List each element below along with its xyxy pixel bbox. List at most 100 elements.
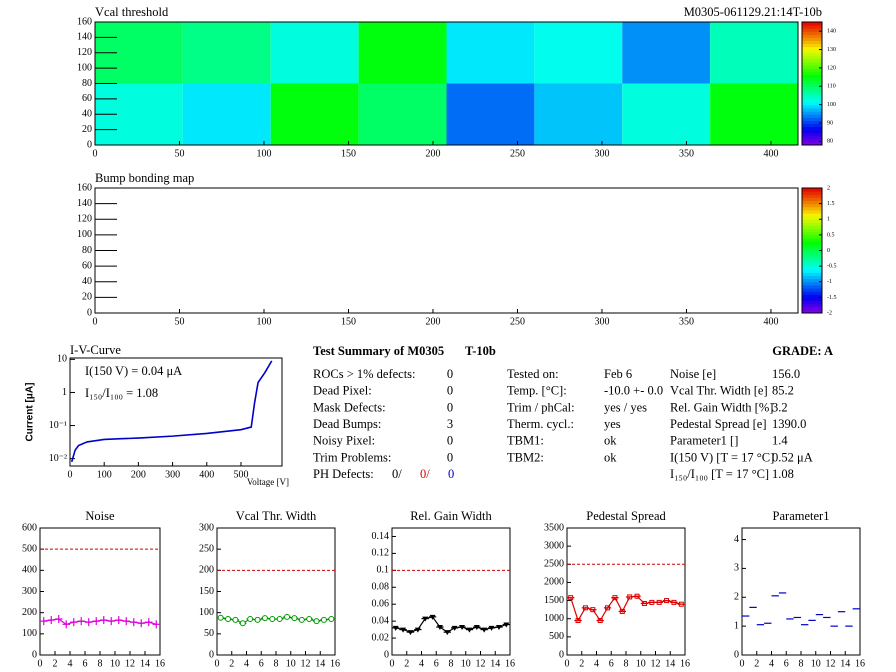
y-tick-label: 4 (734, 534, 739, 545)
y-tick-label: 1 (62, 387, 67, 398)
y-tick-label: 250 (199, 543, 214, 554)
summary-value: yes (604, 417, 621, 431)
summary-value: Feb 6 (604, 367, 632, 381)
summary-title: Test Summary of M0305 (313, 344, 444, 358)
x-tick-label: 400 (763, 148, 778, 159)
marker (328, 616, 335, 623)
marker (276, 616, 283, 623)
y-tick-label: 2 (734, 592, 739, 603)
x-tick-label: 2 (53, 658, 58, 669)
y-axis-label: Current [μA] (25, 383, 36, 442)
y-tick-label: 120 (77, 214, 92, 225)
colorbar-band (802, 138, 822, 143)
marker (284, 613, 291, 620)
colorbar-band (802, 65, 822, 69)
module-type: T-10b (465, 344, 496, 358)
colorbar-band (802, 37, 822, 41)
summary-label: I(150 V) [T = 17 °C] (670, 450, 774, 464)
x-tick-label: 4 (68, 658, 73, 669)
x-tick-label: 6 (83, 658, 88, 669)
y-tick-label: 50 (204, 628, 214, 639)
colorbar-band (802, 266, 822, 270)
colorbar-band (802, 281, 822, 286)
colorbar-band (802, 300, 822, 305)
colorbar-band (802, 263, 822, 267)
x-tick-label: 4 (594, 658, 599, 669)
y-tick-label: 120 (77, 47, 92, 58)
x-tick-label: 6 (784, 658, 789, 669)
summary-value: 0 (448, 467, 454, 481)
marker (320, 616, 327, 623)
colorbar-band (802, 256, 822, 261)
colorbar-label: 80 (827, 139, 833, 145)
marker (634, 593, 640, 599)
x-tick-label: 8 (98, 658, 103, 669)
marker (641, 600, 647, 606)
marker (590, 607, 596, 613)
colorbar-band (802, 83, 822, 88)
y-tick-label: 0.12 (372, 548, 390, 559)
x-tick-label: 400 (763, 316, 778, 327)
marker (313, 618, 320, 625)
heatmap-cell (622, 83, 711, 145)
summary-value: 0 (447, 434, 453, 448)
colorbar-band (802, 43, 822, 48)
summary-value: 3.2 (772, 400, 788, 414)
colorbar-band (802, 25, 822, 29)
summary-value: 0 (447, 400, 453, 414)
colorbar-label: 130 (827, 47, 836, 53)
marker (503, 622, 510, 628)
colorbar-band (802, 275, 822, 280)
x-tick-label: 8 (624, 658, 629, 669)
marker (298, 616, 305, 623)
colorbar-band (802, 278, 822, 283)
x-tick-label: 2 (579, 658, 584, 669)
summary-value: 1.08 (772, 467, 794, 481)
colorbar-label: 2 (827, 185, 830, 191)
colorbar-band (802, 297, 822, 301)
marker (605, 605, 611, 611)
heatmap-cell (534, 83, 623, 145)
colorbar-band (802, 250, 822, 255)
marker (664, 598, 670, 604)
x-tick-label: 4 (769, 658, 774, 669)
y-tick-label: 0 (32, 649, 37, 660)
colorbar-label: 1 (827, 217, 830, 223)
heatmap-cell (182, 83, 271, 145)
marker (568, 595, 574, 601)
colorbar-band (802, 58, 822, 63)
colorbar-band (802, 28, 822, 32)
summary-value: yes / yes (604, 400, 647, 414)
x-tick-label: 100 (256, 316, 271, 327)
colorbar-band (802, 135, 822, 140)
colorbar-band (802, 61, 822, 66)
x-tick-label: 12 (301, 658, 311, 669)
x-axis-label: Voltage [V] (247, 477, 289, 487)
colorbar-band (802, 71, 822, 75)
x-tick-label: 4 (244, 658, 249, 669)
colorbar-band (802, 68, 822, 72)
colorbar-band (802, 108, 822, 112)
summary-value: 0 (447, 367, 453, 381)
summary-label: Noisy Pixel: (313, 434, 375, 448)
y-tick-label: 150 (199, 586, 214, 597)
colorbar-band (802, 228, 822, 233)
marker (473, 625, 480, 631)
colorbar-band (802, 77, 822, 81)
x-tick-label: 6 (609, 658, 614, 669)
annotation: I(150 V) = 0.04 μA (85, 364, 182, 378)
summary-label: TBM2: (507, 450, 544, 464)
marker (225, 616, 232, 623)
colorbar-band (802, 80, 822, 84)
y-tick-label: 20 (82, 124, 92, 135)
x-tick-label: 12 (125, 658, 135, 669)
x-tick-label: 150 (341, 148, 356, 159)
heatmap-cell (710, 22, 798, 84)
colorbar-band (802, 241, 822, 245)
colorbar-band (802, 219, 822, 223)
colorbar-band (802, 92, 822, 97)
x-tick-label: 0 (215, 658, 220, 669)
colorbar-band (802, 141, 822, 146)
x-tick-label: 2 (754, 658, 759, 669)
